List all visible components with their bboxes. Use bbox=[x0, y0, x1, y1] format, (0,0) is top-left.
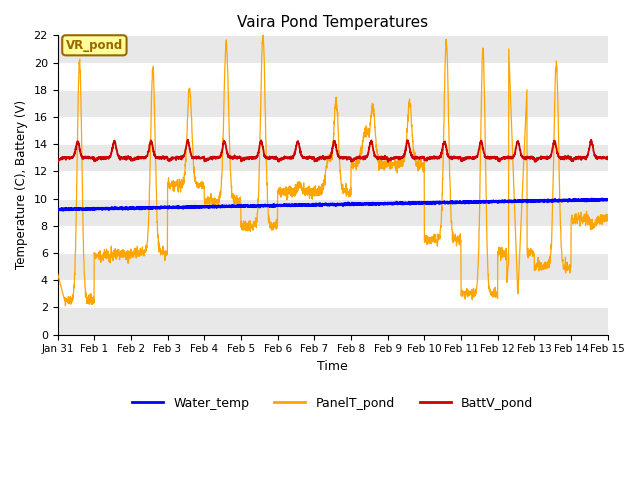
Title: Vaira Pond Temperatures: Vaira Pond Temperatures bbox=[237, 15, 428, 30]
Bar bbox=[58, 307, 607, 335]
Bar bbox=[58, 90, 607, 117]
Bar bbox=[58, 36, 607, 62]
Bar bbox=[58, 199, 607, 226]
Legend: Water_temp, PanelT_pond, BattV_pond: Water_temp, PanelT_pond, BattV_pond bbox=[127, 392, 538, 415]
Text: VR_pond: VR_pond bbox=[66, 39, 123, 52]
Y-axis label: Temperature (C), Battery (V): Temperature (C), Battery (V) bbox=[15, 100, 28, 269]
Bar bbox=[58, 144, 607, 171]
Bar bbox=[58, 253, 607, 280]
X-axis label: Time: Time bbox=[317, 360, 348, 373]
